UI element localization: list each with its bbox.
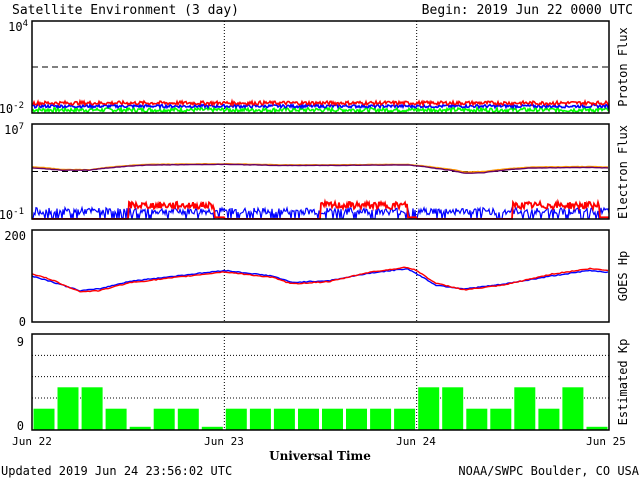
electron-panel: 107 10-1 Electron Flux: [0, 122, 630, 222]
kp-bar: [394, 408, 416, 430]
proton-series-line: [31, 104, 610, 115]
xtick-jun23: Jun 23: [204, 435, 244, 448]
proton-series-line: [32, 102, 610, 110]
electron-ytick-bottom: 10-1: [0, 207, 24, 222]
kp-ytick-top: 9: [17, 335, 24, 349]
goes-hp-frame: [31, 229, 610, 323]
kp-bar: [466, 408, 488, 430]
kp-bar: [538, 408, 560, 430]
proton-frame: [31, 20, 610, 114]
proton-ytick-top: 104: [8, 19, 28, 34]
kp-bar: [370, 408, 392, 430]
proton-panel: 104 10-2 Proton Flux: [0, 19, 630, 116]
kp-bar: [418, 387, 440, 430]
kp-bar: [225, 408, 247, 430]
proton-series-line: [32, 98, 610, 108]
chart-title: Satellite Environment (3 day): [12, 3, 239, 18]
kp-bar: [562, 387, 584, 430]
proton-series-group: [31, 21, 610, 115]
kp-bar: [57, 387, 79, 430]
xtick-jun24: Jun 24: [396, 435, 436, 448]
kp-frame: [31, 333, 610, 431]
goes-hp-ytick-top: 200: [4, 229, 26, 243]
kp-bar: [201, 426, 223, 430]
goes-hp-series-group: [31, 230, 609, 322]
kp-bar: [586, 426, 608, 430]
electron-ylabel: Electron Flux: [616, 125, 630, 219]
electron-frame: [31, 123, 610, 220]
goes-hp-line: [31, 268, 609, 292]
kp-bar: [177, 408, 199, 430]
electron-low-energy-line: [32, 198, 610, 220]
proton-ytick-bottom: 10-2: [0, 101, 24, 116]
x-axis-title: Universal Time: [269, 449, 371, 463]
begin-time: Begin: 2019 Jun 22 0000 UTC: [422, 3, 633, 18]
kp-bar: [129, 426, 151, 430]
kp-bar: [273, 408, 295, 430]
kp-bar: [346, 408, 367, 430]
updated-time: Updated 2019 Jun 24 23:56:02 UTC: [1, 464, 232, 478]
goes-hp-panel: 200 0 GOES Hp: [4, 229, 630, 329]
kp-bar: [105, 408, 127, 430]
goes-hp-line: [31, 266, 609, 293]
kp-bar: [249, 408, 271, 430]
kp-panel: 9 0 Estimated Kp: [17, 333, 630, 433]
kp-bar: [514, 387, 536, 430]
electron-series-group: [31, 124, 610, 220]
kp-bar: [322, 408, 343, 430]
goes-hp-ylabel: GOES Hp: [616, 251, 630, 302]
proton-ylabel: Proton Flux: [616, 27, 630, 106]
kp-bar: [33, 408, 55, 430]
credit: NOAA/SWPC Boulder, CO USA: [458, 464, 639, 478]
kp-bars-group: [32, 334, 609, 430]
kp-ylabel: Estimated Kp: [616, 339, 630, 426]
kp-bar: [442, 387, 464, 430]
kp-bar: [490, 408, 512, 430]
electron-ytick-top: 107: [4, 122, 24, 137]
kp-ytick-bottom: 0: [17, 419, 24, 433]
electron-high-energy-line: [31, 163, 609, 174]
xtick-jun22: Jun 22: [12, 435, 52, 448]
goes-hp-ytick-bottom: 0: [19, 315, 26, 329]
kp-bar: [298, 408, 319, 430]
kp-bar: [153, 408, 175, 430]
xtick-jun25: Jun 25: [586, 435, 626, 448]
kp-bar: [81, 387, 103, 430]
